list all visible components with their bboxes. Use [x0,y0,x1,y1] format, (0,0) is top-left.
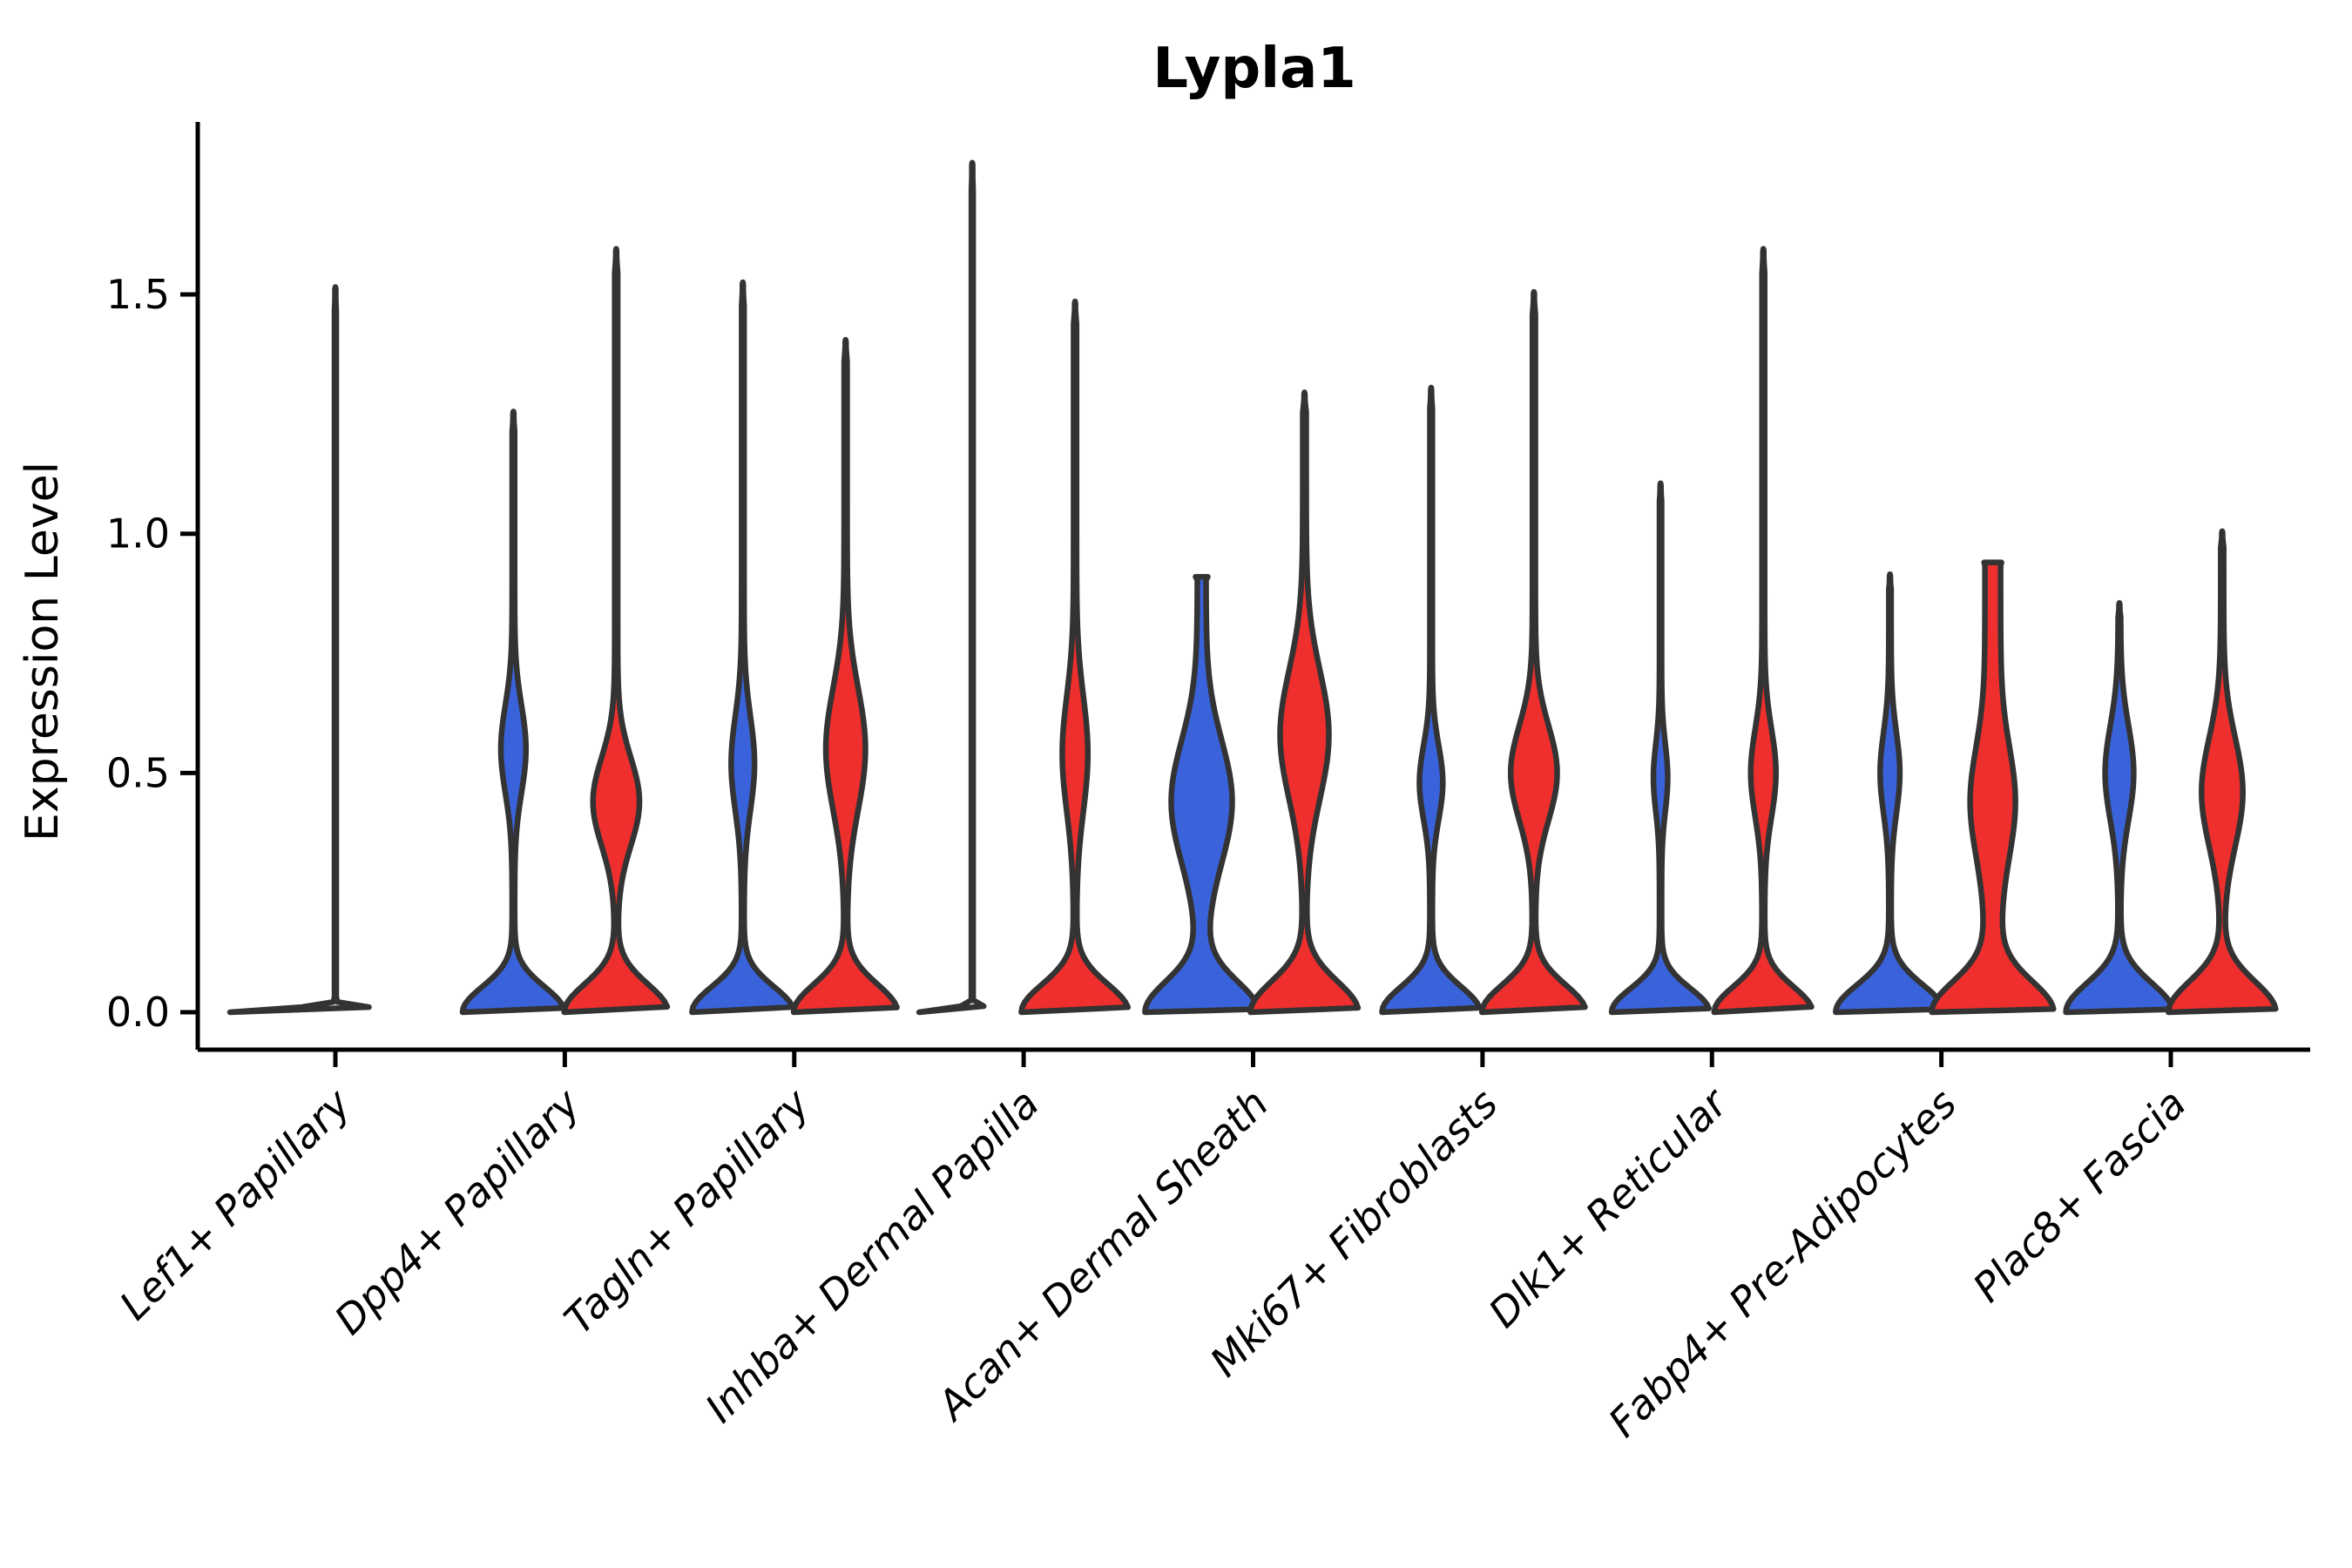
y-tick-label: 0.5 [106,749,170,796]
violin-acan-dermal-sheath-red [1247,389,1362,1016]
violin-mki67-fibroblasts-red [1478,288,1588,1016]
violin-fabp4-pre-adipocytes-blue [1833,571,1947,1016]
violin-inhba-dermal-papilla-red [1018,298,1132,1016]
violin-lef1-papillary-single [226,284,372,1016]
violin-tagln-papillary-blue [689,279,796,1016]
y-tick-label: 1.5 [106,271,170,318]
x-tick-label: Dlk1+ Reticular [1479,1078,1738,1336]
violin-inhba-dermal-papilla-blue [916,159,987,1016]
x-tick-label: Plac8+ Fascia [1963,1080,2194,1311]
x-tick-label: Dpp4+ Papillary [325,1079,589,1343]
violin-dlk1-reticular-red [1711,246,1815,1016]
y-tick-label: 1.0 [106,510,170,558]
violin-dpp4-papillary-blue [459,409,567,1016]
violins-layer [226,159,2279,1016]
x-tick-label: Lef1+ Papillary [111,1079,360,1328]
y-axis-label: Expression Level [17,462,69,841]
violin-tagln-papillary-red [790,336,900,1016]
violin-plac8-fascia-red [2166,528,2279,1016]
violin-fabp4-pre-adipocytes-red [1929,559,2057,1016]
violin-dlk1-reticular-blue [1608,480,1713,1016]
violin-dpp4-papillary-red [561,246,671,1016]
violin-plac8-fascia-blue [2063,599,2176,1016]
violin-acan-dermal-sheath-blue [1142,573,1261,1016]
y-tick-label: 0.0 [106,989,170,1036]
chart-title: Lypla1 [1152,37,1356,101]
violin-mki67-fibroblasts-blue [1379,384,1483,1016]
x-tick-label: Tagln+ Papillary [555,1079,819,1343]
